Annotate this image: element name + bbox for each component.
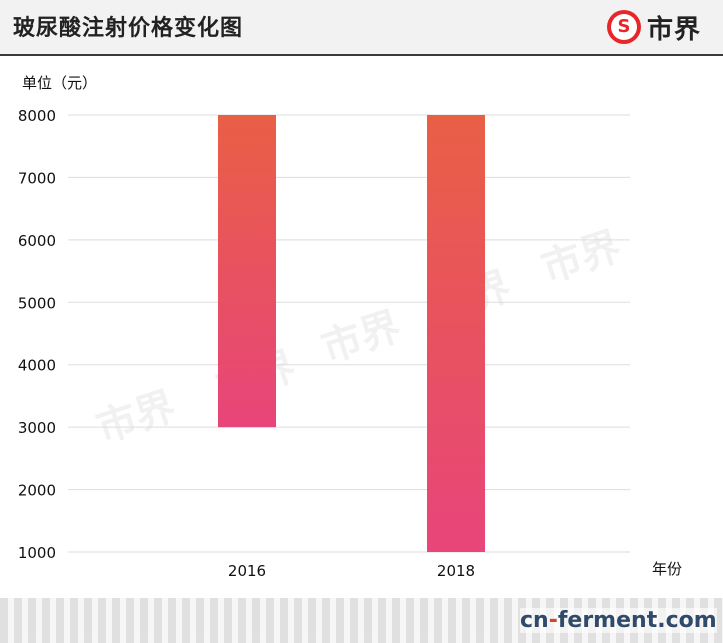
y-tick-label: 8000 [18,107,56,125]
y-tick-label: 4000 [18,357,56,375]
source-hyphen: - [548,608,558,633]
x-tick-label: 2016 [228,562,266,580]
brand-mark-icon: S [606,10,641,44]
y-tick-label: 1000 [18,544,56,562]
header-divider [0,54,723,56]
source-watermark: cn-ferment.com [520,608,717,633]
chart-title: 玻尿酸注射价格变化图 [13,16,244,41]
x-tick-label: 2018 [437,562,475,580]
source-left: cn [520,608,549,633]
header-bar: 玻尿酸注射价格变化图 S 市界 [0,0,723,54]
y-tick-label: 6000 [18,232,56,250]
y-axis-unit-label: 单位（元） [22,74,98,92]
bar-2018 [427,115,485,552]
y-tick-label: 2000 [18,482,56,500]
brand-mark-letter: S [610,14,637,40]
brand-logo: S 市界 [606,8,701,46]
x-axis-title: 年份 [652,560,683,578]
source-right: ferment.com [557,608,717,633]
range-bar-chart: 1000 2000 3000 4000 5000 6000 7000 8000 2016 2018 [18,107,630,580]
y-tick-label: 3000 [18,419,56,437]
y-tick-label: 7000 [18,169,56,187]
bar-2016 [218,115,276,428]
brand-name: 市界 [646,14,701,45]
y-tick-label: 5000 [18,294,56,312]
